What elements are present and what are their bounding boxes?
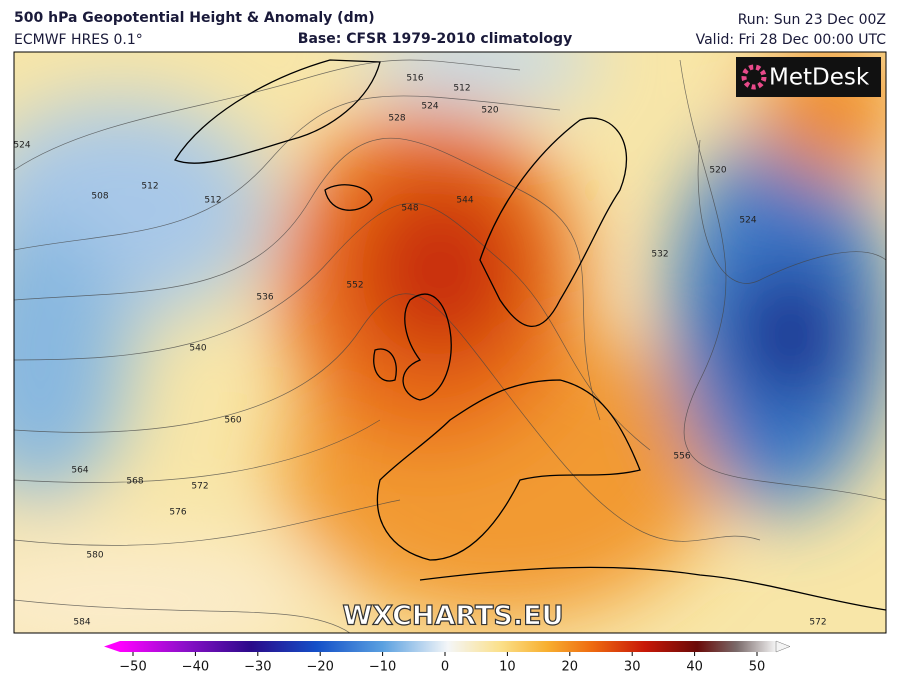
contour-label: 520 xyxy=(709,166,726,176)
logo: MetDesk xyxy=(769,65,870,91)
run-time: Run: Sun 23 Dec 00Z xyxy=(738,12,886,28)
contour-label: 580 xyxy=(86,551,103,561)
contour-label: 524 xyxy=(421,102,438,112)
contour-label: 524 xyxy=(13,141,30,151)
colorbar-ticks: −50 −40 −30 −20 −10 0 10 20 30 40 50 xyxy=(119,652,765,675)
map xyxy=(14,52,886,633)
contour-label: 516 xyxy=(406,74,423,84)
colorbar-tick-label: −20 xyxy=(306,660,333,675)
contour-label: 584 xyxy=(73,618,90,628)
colorbar-tick-label: −10 xyxy=(369,660,396,675)
contour-label: 532 xyxy=(651,250,668,260)
contour-label: 512 xyxy=(141,182,158,192)
contour-label: 560 xyxy=(224,416,241,426)
contour-label: 568 xyxy=(126,477,143,487)
colorbar-tick-label: −30 xyxy=(244,660,271,675)
map-frame xyxy=(13,51,887,634)
contour-label: 512 xyxy=(204,196,221,206)
valid-time: Valid: Fri 28 Dec 00:00 UTC xyxy=(696,32,887,48)
contour-label: 548 xyxy=(401,204,418,214)
contour-label: 564 xyxy=(71,466,88,476)
colorbar-tick-label: 0 xyxy=(441,660,449,675)
contour-label: 572 xyxy=(809,618,826,628)
watermark: WXCHARTS.EU xyxy=(342,601,563,632)
contour-label: 540 xyxy=(189,344,206,354)
contour-label: 576 xyxy=(169,508,186,518)
climatology-base: Base: CFSR 1979-2010 climatology xyxy=(298,31,572,47)
colorbar-tick-label: 30 xyxy=(624,660,641,675)
colorbar-tick-label: 10 xyxy=(499,660,516,675)
contour-label: 536 xyxy=(256,293,273,303)
logo-box xyxy=(736,57,881,97)
colorbar-tick-label: −40 xyxy=(182,660,209,675)
colorbar xyxy=(120,641,776,652)
contour-label: 552 xyxy=(346,281,363,291)
contour-label: 524 xyxy=(739,216,756,226)
title: 500 hPa Geopotential Height & Anomaly (d… xyxy=(14,10,375,26)
model: ECMWF HRES 0.1° xyxy=(14,32,143,48)
colorbar-min-arrow xyxy=(104,641,120,652)
contour-label: 508 xyxy=(91,192,108,202)
contour-label: 556 xyxy=(673,452,690,462)
contour-label: 512 xyxy=(453,84,470,94)
logo-icon xyxy=(741,64,767,90)
colorbar-tick-label: −50 xyxy=(119,660,146,675)
contour-label: 520 xyxy=(481,106,498,116)
contour-label: 572 xyxy=(191,482,208,492)
contour-label: 528 xyxy=(388,114,405,124)
colorbar-tick-label: 20 xyxy=(562,660,579,675)
colorbar-max-arrow xyxy=(775,640,791,653)
colorbar-tick-label: 50 xyxy=(749,660,766,675)
colorbar-tick-label: 40 xyxy=(686,660,703,675)
contour-label: 544 xyxy=(456,196,473,206)
